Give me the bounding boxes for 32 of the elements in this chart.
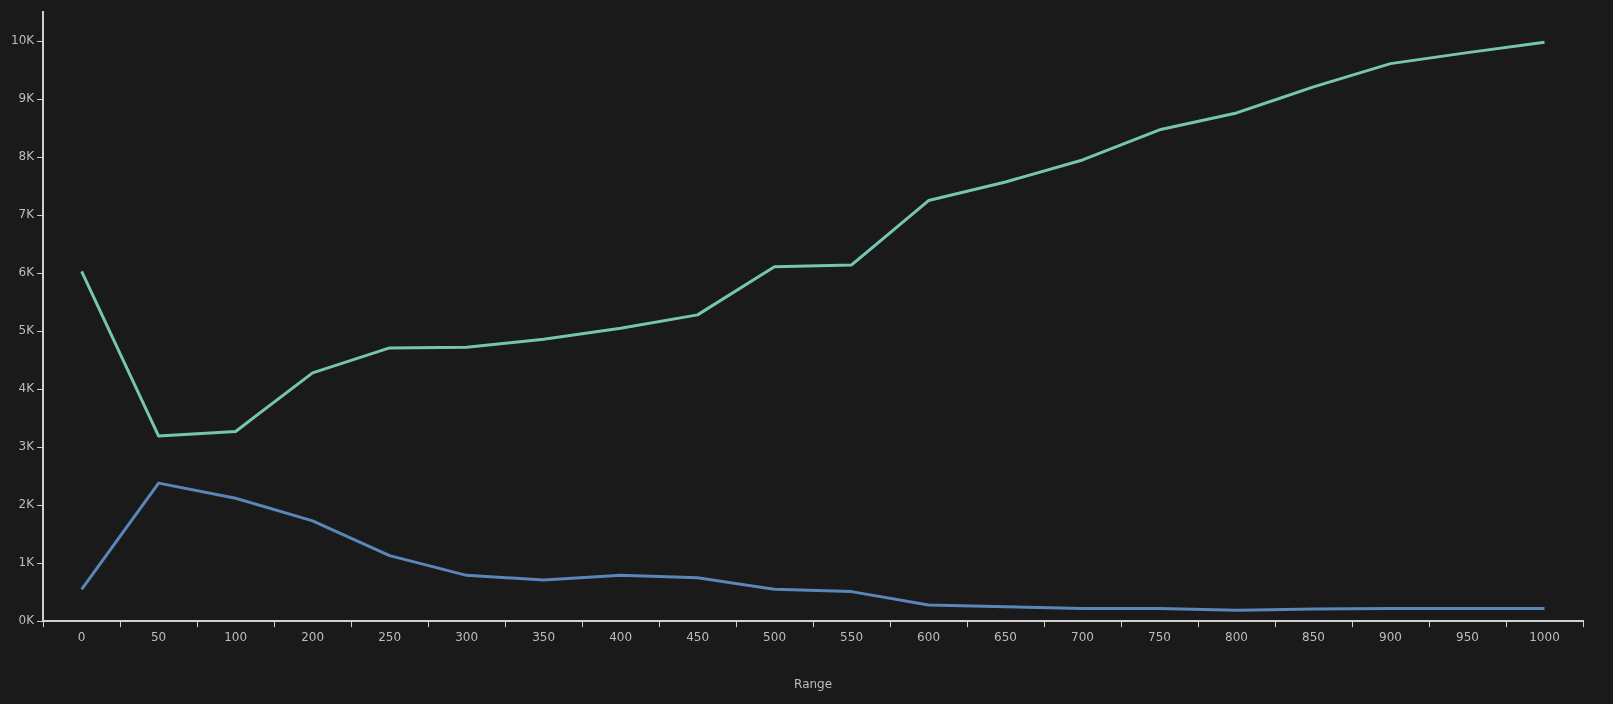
x-tick-label: 50 bbox=[150, 629, 167, 644]
x-tick-label: 700 bbox=[1071, 629, 1094, 644]
x-tick-label: 450 bbox=[686, 629, 710, 644]
x-tick-label: 850 bbox=[1302, 629, 1325, 644]
x-tick-label: 550 bbox=[840, 629, 864, 644]
y-tick-label: 8K bbox=[18, 149, 36, 164]
x-tick-label: 100 bbox=[224, 629, 248, 644]
x-tick-label: 1000 bbox=[1529, 629, 1560, 644]
x-tick-label: 400 bbox=[609, 629, 633, 644]
x-tick-label: 600 bbox=[917, 629, 941, 644]
x-tick-label: 650 bbox=[994, 629, 1018, 644]
x-tick-label: 900 bbox=[1379, 629, 1402, 644]
y-tick-label: 5K bbox=[18, 323, 36, 338]
y-tick-label: 3K bbox=[18, 439, 36, 454]
y-tick-label: 1K bbox=[18, 555, 36, 570]
y-tick-label: 6K bbox=[18, 265, 36, 280]
x-tick-label: 200 bbox=[301, 629, 325, 644]
x-tick-label: 250 bbox=[378, 629, 402, 644]
y-tick-label: 9K bbox=[18, 91, 36, 106]
x-tick-label: 350 bbox=[532, 629, 556, 644]
x-axis-title: Range bbox=[794, 676, 833, 691]
y-tick-label: 7K bbox=[18, 207, 36, 222]
x-tick-label: 800 bbox=[1225, 629, 1248, 644]
x-tick-label: 300 bbox=[455, 629, 479, 644]
x-tick-label: 750 bbox=[1148, 629, 1171, 644]
x-tick-label: 500 bbox=[763, 629, 787, 644]
y-tick-label: 4K bbox=[18, 381, 36, 396]
x-tick-label: 0 bbox=[77, 629, 86, 644]
x-tick-label: 950 bbox=[1456, 629, 1479, 644]
y-tick-label: 0K bbox=[18, 613, 36, 628]
y-tick-label: 2K bbox=[18, 497, 36, 512]
y-tick-label: 10K bbox=[11, 33, 36, 48]
